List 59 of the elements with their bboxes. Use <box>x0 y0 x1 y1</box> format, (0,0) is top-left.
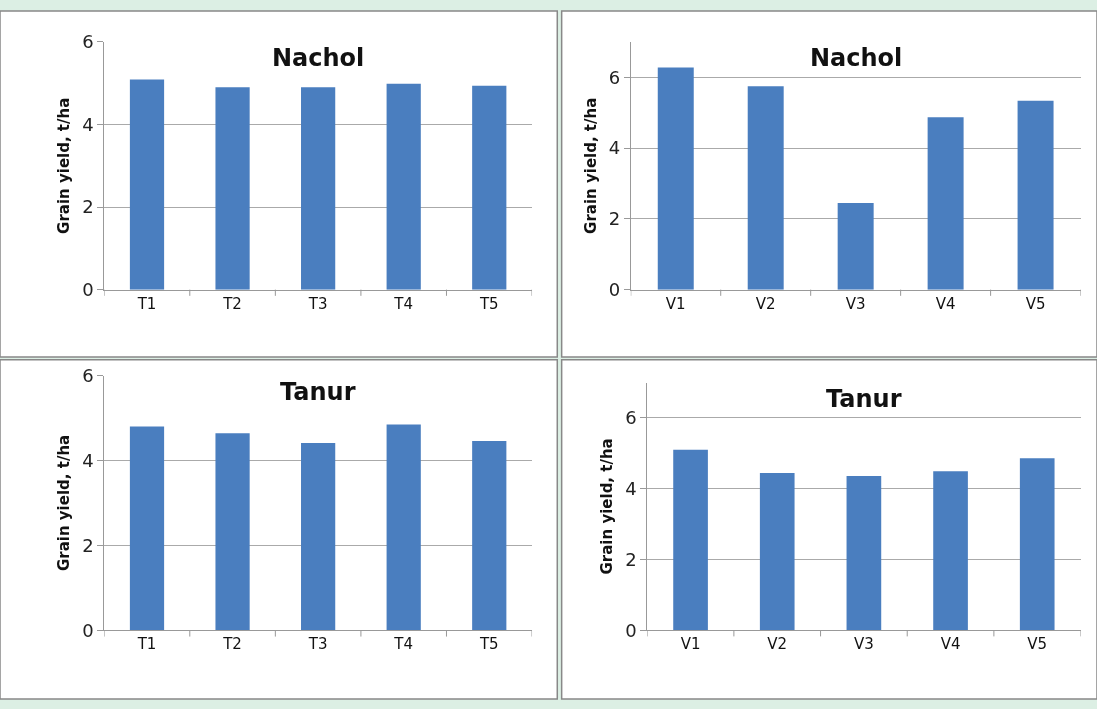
chart-title: Tanur <box>826 385 902 413</box>
y-tick-label: 2 <box>82 534 94 556</box>
bar <box>759 473 795 631</box>
x-tick-label: T1 <box>136 635 157 654</box>
x-tick-label: V5 <box>1025 294 1046 313</box>
y-tick-label: 6 <box>608 66 621 88</box>
x-tick-label: T2 <box>222 294 242 313</box>
y-tick-label: 2 <box>608 208 621 230</box>
bar <box>1017 100 1054 290</box>
y-tick-label: 6 <box>82 364 94 386</box>
x-tick-label: T3 <box>307 635 328 654</box>
bar <box>215 433 250 631</box>
y-tick-label: 2 <box>625 548 637 570</box>
y-tick-label: 0 <box>625 619 637 641</box>
y-axis-title: Grain yield, t/ha <box>581 97 600 234</box>
y-tick-label: 4 <box>82 113 94 135</box>
x-tick-label: V2 <box>755 294 776 313</box>
y-axis-title: Grain yield, t/ha <box>598 438 617 575</box>
bar <box>933 471 968 631</box>
x-tick-label: T3 <box>307 294 328 313</box>
x-tick-label: T2 <box>222 635 242 654</box>
y-tick-label: 6 <box>82 31 94 53</box>
bar <box>472 440 507 631</box>
x-tick-label: T4 <box>393 635 414 654</box>
y-tick-label: 0 <box>82 619 94 641</box>
x-tick-label: V1 <box>680 635 701 654</box>
y-tick-label: 4 <box>82 449 94 471</box>
x-tick-label: V2 <box>767 635 788 654</box>
bar <box>673 449 708 631</box>
x-tick-label: T4 <box>393 294 414 313</box>
bar <box>129 426 165 631</box>
bar <box>657 67 694 290</box>
x-tick-label: V1 <box>665 294 686 313</box>
bar <box>301 443 336 631</box>
bar <box>927 117 964 290</box>
bar <box>1019 458 1055 631</box>
y-tick-label: 4 <box>625 477 637 499</box>
x-tick-label: V3 <box>845 294 866 313</box>
y-tick-label: 6 <box>625 407 637 429</box>
y-tick-label: 2 <box>82 196 94 218</box>
x-tick-label: V3 <box>853 635 874 654</box>
x-tick-label: T5 <box>478 294 499 313</box>
x-tick-label: T5 <box>478 635 499 654</box>
chart-title: Tanur <box>280 378 356 406</box>
x-tick-label: V4 <box>935 294 956 313</box>
bar <box>846 475 882 631</box>
y-axis-title: Grain yield, t/ha <box>55 97 74 234</box>
y-axis-title: Grain yield, t/ha <box>55 434 74 572</box>
x-tick-label: T1 <box>136 294 157 313</box>
y-tick-label: 4 <box>608 137 621 159</box>
bar <box>837 202 874 290</box>
bar <box>386 424 421 631</box>
y-tick-label: 0 <box>608 278 621 300</box>
x-tick-label: V5 <box>1027 635 1048 654</box>
y-tick-label: 0 <box>82 278 94 300</box>
bar <box>747 86 784 290</box>
x-tick-label: V4 <box>940 635 961 654</box>
chart-title: Nachol <box>272 44 365 72</box>
chart-title: Nachol <box>810 44 903 72</box>
